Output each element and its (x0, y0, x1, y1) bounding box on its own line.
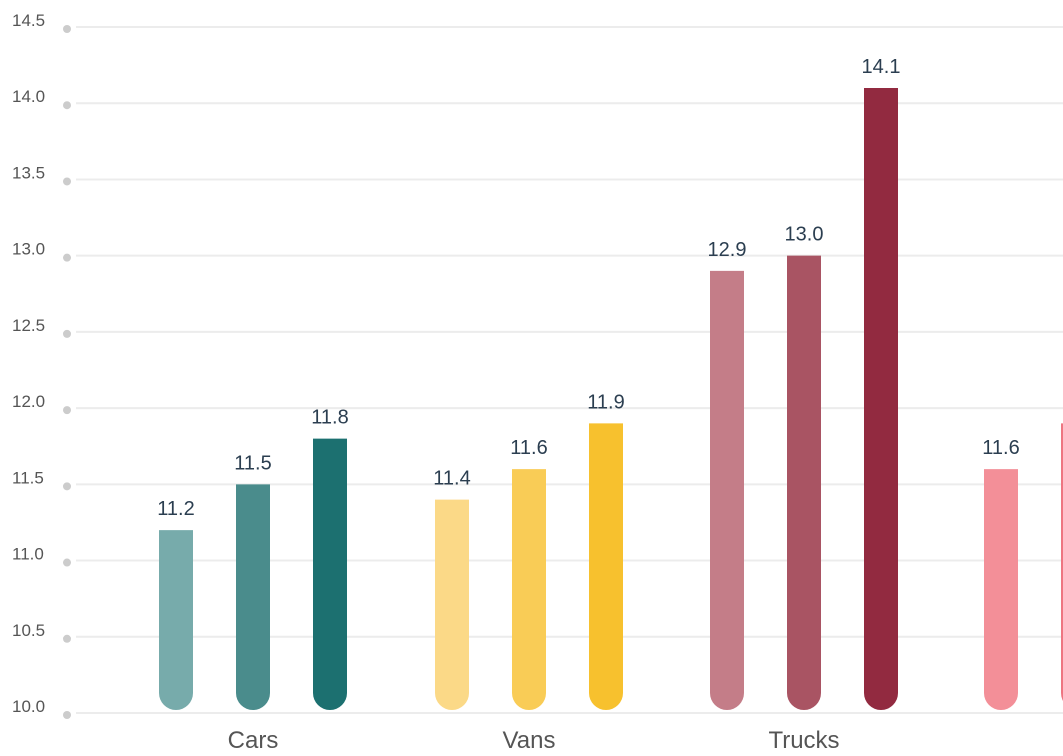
y-axis: 10.0 10.5 11.0 11.5 12.0 12.5 13.0 13.5 14.0 14.5 (12, 11, 71, 719)
value-labels: 11.2 11.5 11.8 11.4 11.6 11.9 12.9 13.0 14.1 11.6… (157, 56, 1019, 520)
y-tick-label: 13.0 (12, 240, 45, 259)
bar-cars-1 (159, 530, 193, 710)
value-label: 13.0 (785, 224, 824, 246)
y-tick-label: 11.5 (12, 468, 44, 487)
y-tick-dot (63, 711, 71, 719)
category-label: Trucks (768, 727, 839, 754)
grid-lines (76, 26, 1063, 714)
value-label: 11.8 (311, 407, 348, 429)
bar-vans-2 (512, 469, 546, 710)
bar-vans-3 (589, 423, 623, 710)
y-tick-dot (63, 25, 71, 33)
value-label: 11.6 (510, 437, 547, 459)
value-label: 11.5 (234, 452, 271, 474)
bar-bu-1 (984, 469, 1018, 710)
y-tick-label: 10.0 (12, 697, 45, 716)
y-tick-dot (63, 177, 71, 186)
y-tick-label: 14.5 (12, 11, 45, 30)
y-tick-dot (63, 406, 71, 415)
value-label: 11.6 (982, 437, 1019, 459)
y-tick-label: 14.0 (12, 87, 45, 106)
bars (159, 87, 1063, 710)
y-tick-label: 12.5 (12, 316, 45, 335)
y-tick-dot (63, 634, 71, 643)
bar-cars-3 (313, 438, 347, 710)
category-label: Vans (503, 727, 556, 754)
value-label: 12.9 (708, 239, 747, 261)
value-label: 11.9 (587, 391, 624, 413)
y-tick-dot (63, 482, 71, 491)
bar-cars-2 (236, 484, 270, 710)
bar-vans-1 (435, 499, 469, 710)
value-label: 11.4 (433, 468, 470, 490)
y-tick-label: 10.5 (12, 621, 45, 640)
value-label: 11.2 (157, 498, 194, 520)
y-tick-dot (63, 253, 71, 262)
y-tick-label: 11.0 (12, 545, 44, 564)
bar-trucks-3 (864, 87, 898, 710)
value-label: 14.1 (862, 56, 901, 78)
y-tick-label: 12.0 (12, 392, 45, 411)
y-tick-dot (63, 558, 71, 567)
category-label: Cars (228, 727, 279, 754)
x-axis: CarsVansTrucksBu (228, 727, 840, 754)
y-tick-dot (63, 101, 71, 110)
bar-trucks-2 (787, 255, 821, 710)
y-tick-label: 13.5 (12, 163, 45, 182)
bar-trucks-1 (710, 270, 744, 710)
y-tick-dot (63, 329, 71, 338)
